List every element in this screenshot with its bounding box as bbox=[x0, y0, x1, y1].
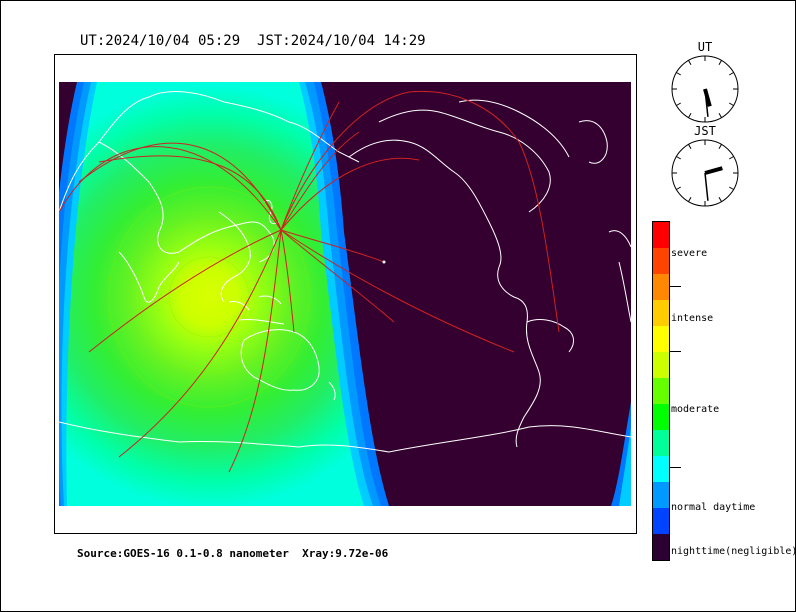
clock-tick bbox=[728, 186, 734, 190]
clock-tick bbox=[676, 72, 682, 76]
world-map bbox=[59, 82, 631, 506]
ut-clock-face bbox=[671, 55, 739, 123]
clock-tick bbox=[728, 156, 734, 160]
clock-tick bbox=[676, 156, 682, 160]
legend-tick bbox=[669, 286, 681, 287]
ut-clock: UT bbox=[670, 40, 740, 126]
intensity-rings bbox=[108, 186, 310, 408]
ut-time: UT:2024/10/04 05:29 bbox=[80, 33, 241, 49]
legend-nighttime: nighttime(negligible) bbox=[671, 546, 796, 557]
clock-tick bbox=[728, 102, 734, 106]
clock-tick bbox=[688, 60, 692, 66]
intensity-legend-bar bbox=[652, 221, 670, 561]
east-edge-inner bbox=[619, 427, 631, 506]
clock-tick bbox=[688, 196, 692, 202]
jst-clock-face bbox=[671, 139, 739, 207]
ut-clock-label: UT bbox=[697, 40, 713, 54]
path-endpoint-marker bbox=[382, 260, 386, 264]
ut-minute-hand bbox=[704, 88, 709, 117]
propagation-paths bbox=[59, 90, 560, 473]
legend-normal-daytime: normal daytime bbox=[671, 502, 756, 513]
clock-tick bbox=[688, 144, 692, 150]
clock-tick bbox=[718, 196, 722, 202]
source-info: Source:GOES-16 0.1-0.8 nanometer Xray:9.… bbox=[77, 547, 389, 560]
clock-tick bbox=[718, 112, 722, 118]
clock-tick bbox=[718, 60, 722, 66]
legend-moderate: moderate bbox=[671, 404, 720, 415]
legend-tick bbox=[669, 467, 681, 468]
dayside-region bbox=[66, 82, 364, 506]
jst-hour-hand bbox=[704, 166, 723, 175]
clock-tick bbox=[728, 72, 734, 76]
clock-tick bbox=[676, 186, 682, 190]
time-header: UT:2024/10/04 05:29 JST:2024/10/04 14:29 bbox=[80, 33, 426, 49]
clock-tick bbox=[718, 144, 722, 150]
map-panel[interactable] bbox=[59, 82, 631, 506]
legend-severe: severe bbox=[671, 248, 708, 259]
legend-intense: intense bbox=[671, 313, 714, 324]
jst-time: JST:2024/10/04 14:29 bbox=[257, 33, 426, 49]
jst-minute-hand bbox=[704, 172, 709, 201]
jst-clock: JST bbox=[670, 124, 740, 210]
clock-tick bbox=[688, 112, 692, 118]
jst-clock-label: JST bbox=[694, 124, 716, 138]
legend-tick bbox=[669, 351, 681, 352]
clock-tick bbox=[676, 102, 682, 106]
